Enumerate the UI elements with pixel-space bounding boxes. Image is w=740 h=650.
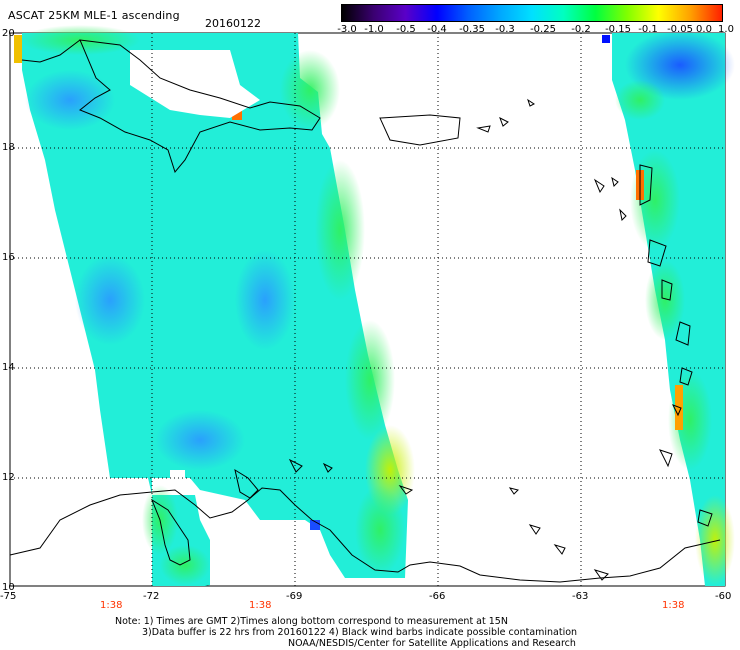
lat-label: 16 (2, 252, 15, 263)
time-label: 1:38 (662, 600, 684, 611)
lon-label: -69 (286, 591, 302, 602)
footnote: Note: 1) Times are GMT 2)Times along bot… (100, 616, 720, 649)
lon-label: -75 (0, 591, 16, 602)
colorbar-label: -0.35 (459, 24, 485, 35)
time-labels: 1:38 1:38 1:38 (100, 600, 684, 611)
note-line-2: 3)Data buffer is 22 hrs from 20160122 4)… (142, 627, 578, 638)
lon-label: -66 (429, 591, 445, 602)
note-line-1: Note: 1) Times are GMT 2)Times along bot… (115, 616, 508, 627)
left-swath (14, 25, 415, 586)
coastlines (9, 39, 721, 583)
longitude-labels: -75 -72 -69 -66 -63 -60 (0, 591, 731, 602)
right-swath (602, 30, 735, 586)
lat-label: 12 (2, 472, 15, 483)
colorbar-label: -0.15 (605, 24, 631, 35)
color-bar (341, 4, 723, 22)
colorbar-label: 0.0 (696, 24, 712, 35)
lon-label: -72 (143, 591, 159, 602)
lat-label: 20 (2, 28, 15, 39)
colorbar-label: -0.5 (396, 24, 416, 35)
graticule (10, 33, 725, 586)
color-bar-labels: -3.0 -1.0 -0.5 -0.4 -0.35 -0.3 -0.25 -0.… (300, 24, 740, 38)
time-label: 1:38 (100, 600, 122, 611)
lat-label: 18 (2, 142, 15, 153)
note-line-3: NOAA/NESDIS/Center for Satellite Applica… (288, 638, 576, 649)
latitude-labels: 20 18 16 14 12 10 (2, 28, 15, 593)
colorbar-label: -3.0 (337, 24, 357, 35)
lat-label: 14 (2, 362, 15, 373)
lon-label: -60 (715, 591, 731, 602)
colorbar-label: -0.4 (427, 24, 447, 35)
colorbar-label: -1.0 (364, 24, 384, 35)
map-date: 20160122 (205, 17, 261, 30)
colorbar-label: 1.0 (718, 24, 734, 35)
lat-label: 10 (2, 582, 15, 593)
colorbar-label: -0.2 (571, 24, 591, 35)
colorbar-label: -0.1 (638, 24, 658, 35)
colorbar-label: -0.05 (667, 24, 693, 35)
lon-label: -63 (572, 591, 588, 602)
colorbar-label: -0.25 (530, 24, 556, 35)
time-label: 1:38 (249, 600, 271, 611)
colorbar-label: -0.3 (495, 24, 515, 35)
map-title: ASCAT 25KM MLE-1 ascending (8, 9, 180, 22)
